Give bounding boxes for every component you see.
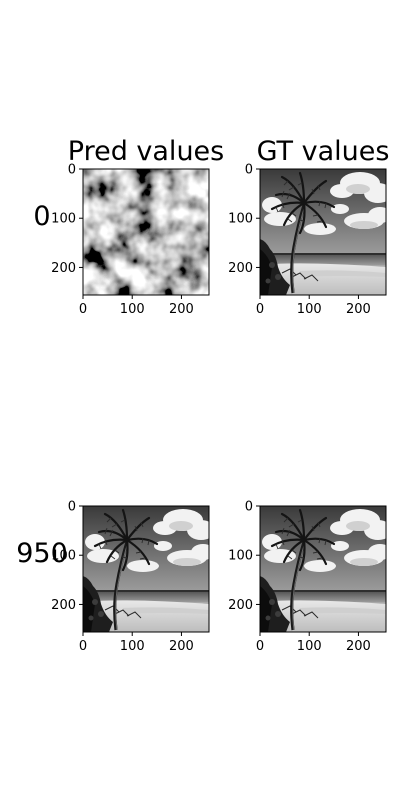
beach-palm-image — [83, 506, 209, 632]
x-tick-label: 100 — [120, 639, 145, 654]
beach-palm-image — [260, 506, 386, 632]
y-tick-label: 0 — [68, 163, 76, 178]
y-tick-label: 100 — [51, 549, 76, 564]
x-tick-label: 200 — [169, 302, 194, 317]
axes-frame — [259, 168, 387, 296]
x-tick-label: 0 — [79, 302, 87, 317]
axes-frame — [82, 505, 210, 633]
photo-image — [83, 506, 209, 632]
y-tick-label: 0 — [68, 500, 76, 515]
x-tick-label: 200 — [169, 639, 194, 654]
row-label: 950 — [16, 538, 68, 569]
column-title: Pred values — [68, 136, 224, 167]
y-tick-label: 200 — [228, 598, 253, 613]
y-tick-label: 100 — [228, 549, 253, 564]
x-tick-label: 0 — [256, 302, 264, 317]
column-title: GT values — [257, 136, 390, 167]
x-tick-label: 100 — [120, 302, 145, 317]
y-tick-label: 0 — [245, 163, 253, 178]
x-tick-label: 200 — [346, 639, 371, 654]
y-tick-label: 100 — [228, 212, 253, 227]
pred-noise-image — [83, 169, 209, 295]
photo-image — [260, 169, 386, 295]
beach-palm-image — [260, 169, 386, 295]
photo-image — [260, 506, 386, 632]
axes-frame — [82, 168, 210, 296]
y-tick-label: 100 — [51, 212, 76, 227]
x-tick-label: 100 — [297, 639, 322, 654]
y-tick-label: 0 — [245, 500, 253, 515]
y-tick-label: 200 — [51, 261, 76, 276]
noise-image — [83, 169, 209, 295]
x-tick-label: 100 — [297, 302, 322, 317]
axes-frame — [259, 505, 387, 633]
x-tick-label: 0 — [256, 639, 264, 654]
x-tick-label: 200 — [346, 302, 371, 317]
row-label: 0 — [33, 201, 50, 232]
y-tick-label: 200 — [228, 261, 253, 276]
x-tick-label: 0 — [79, 639, 87, 654]
y-tick-label: 200 — [51, 598, 76, 613]
